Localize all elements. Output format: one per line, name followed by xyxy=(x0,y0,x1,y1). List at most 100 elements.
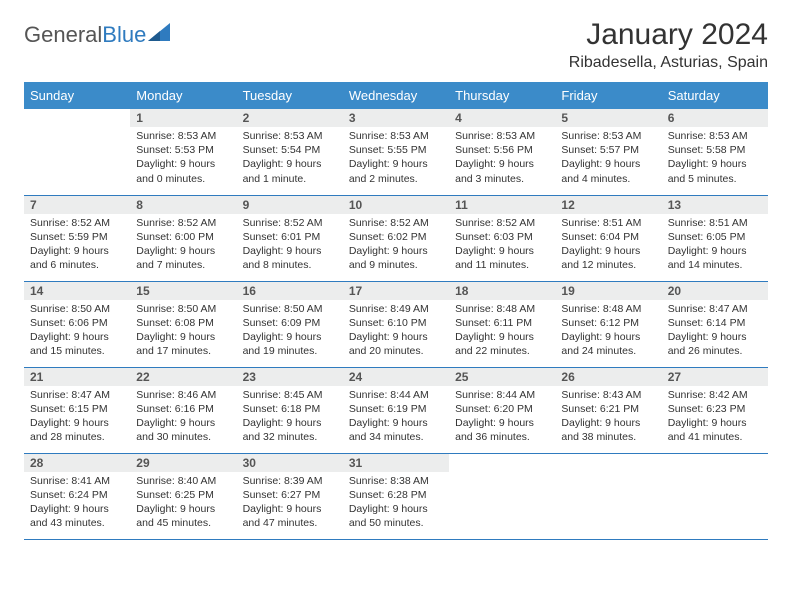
day-number: 7 xyxy=(24,196,130,214)
calendar-day-cell: 22Sunrise: 8:46 AMSunset: 6:16 PMDayligh… xyxy=(130,367,236,453)
day-number: 3 xyxy=(343,109,449,127)
day-number: 31 xyxy=(343,454,449,472)
day-number: 10 xyxy=(343,196,449,214)
day-number: 1 xyxy=(130,109,236,127)
calendar-day-cell: 14Sunrise: 8:50 AMSunset: 6:06 PMDayligh… xyxy=(24,281,130,367)
calendar-day-cell: 18Sunrise: 8:48 AMSunset: 6:11 PMDayligh… xyxy=(449,281,555,367)
weekday-header: Friday xyxy=(555,82,661,109)
weekday-header: Thursday xyxy=(449,82,555,109)
calendar-day-cell: .. xyxy=(555,453,661,539)
logo-text-gray: General xyxy=(24,22,102,48)
calendar-day-cell: 11Sunrise: 8:52 AMSunset: 6:03 PMDayligh… xyxy=(449,195,555,281)
day-number: 23 xyxy=(237,368,343,386)
day-details: Sunrise: 8:52 AMSunset: 6:02 PMDaylight:… xyxy=(343,214,449,277)
calendar-week-row: ..1Sunrise: 8:53 AMSunset: 5:53 PMDaylig… xyxy=(24,109,768,195)
calendar-week-row: 14Sunrise: 8:50 AMSunset: 6:06 PMDayligh… xyxy=(24,281,768,367)
day-details: Sunrise: 8:53 AMSunset: 5:55 PMDaylight:… xyxy=(343,127,449,190)
day-number: 16 xyxy=(237,282,343,300)
calendar-day-cell: 7Sunrise: 8:52 AMSunset: 5:59 PMDaylight… xyxy=(24,195,130,281)
weekday-header: Tuesday xyxy=(237,82,343,109)
day-number: 25 xyxy=(449,368,555,386)
day-details: Sunrise: 8:39 AMSunset: 6:27 PMDaylight:… xyxy=(237,472,343,535)
calendar-day-cell: 24Sunrise: 8:44 AMSunset: 6:19 PMDayligh… xyxy=(343,367,449,453)
day-details: Sunrise: 8:47 AMSunset: 6:15 PMDaylight:… xyxy=(24,386,130,449)
day-details: Sunrise: 8:52 AMSunset: 6:01 PMDaylight:… xyxy=(237,214,343,277)
day-number: 28 xyxy=(24,454,130,472)
weekday-header: Saturday xyxy=(662,82,768,109)
day-number: 8 xyxy=(130,196,236,214)
day-number: 19 xyxy=(555,282,661,300)
location: Ribadesella, Asturias, Spain xyxy=(569,54,768,72)
calendar-day-cell: 29Sunrise: 8:40 AMSunset: 6:25 PMDayligh… xyxy=(130,453,236,539)
logo: GeneralBlue xyxy=(24,22,170,48)
calendar-day-cell: 16Sunrise: 8:50 AMSunset: 6:09 PMDayligh… xyxy=(237,281,343,367)
header: GeneralBlue January 2024 Ribadesella, As… xyxy=(24,18,768,72)
day-details: Sunrise: 8:53 AMSunset: 5:54 PMDaylight:… xyxy=(237,127,343,190)
day-number: 15 xyxy=(130,282,236,300)
day-number: 14 xyxy=(24,282,130,300)
calendar-day-cell: 6Sunrise: 8:53 AMSunset: 5:58 PMDaylight… xyxy=(662,109,768,195)
calendar-day-cell: 23Sunrise: 8:45 AMSunset: 6:18 PMDayligh… xyxy=(237,367,343,453)
weekday-header-row: Sunday Monday Tuesday Wednesday Thursday… xyxy=(24,82,768,109)
calendar-day-cell: 13Sunrise: 8:51 AMSunset: 6:05 PMDayligh… xyxy=(662,195,768,281)
weekday-header: Monday xyxy=(130,82,236,109)
page-title: January 2024 xyxy=(569,18,768,52)
day-details: Sunrise: 8:43 AMSunset: 6:21 PMDaylight:… xyxy=(555,386,661,449)
day-details: Sunrise: 8:41 AMSunset: 6:24 PMDaylight:… xyxy=(24,472,130,535)
calendar-day-cell: 28Sunrise: 8:41 AMSunset: 6:24 PMDayligh… xyxy=(24,453,130,539)
day-details: Sunrise: 8:53 AMSunset: 5:57 PMDaylight:… xyxy=(555,127,661,190)
logo-text-blue: Blue xyxy=(102,22,146,48)
calendar-body: .. 1Sunrise: 8:53 AMSunset: 5:53 PMDaylig… xyxy=(24,109,768,539)
day-details: Sunrise: 8:48 AMSunset: 6:11 PMDaylight:… xyxy=(449,300,555,363)
day-details: Sunrise: 8:48 AMSunset: 6:12 PMDaylight:… xyxy=(555,300,661,363)
calendar-day-cell: 30Sunrise: 8:39 AMSunset: 6:27 PMDayligh… xyxy=(237,453,343,539)
calendar-day-cell: 31Sunrise: 8:38 AMSunset: 6:28 PMDayligh… xyxy=(343,453,449,539)
calendar-day-cell: 8Sunrise: 8:52 AMSunset: 6:00 PMDaylight… xyxy=(130,195,236,281)
calendar-day-cell: 12Sunrise: 8:51 AMSunset: 6:04 PMDayligh… xyxy=(555,195,661,281)
calendar-day-cell: 2Sunrise: 8:53 AMSunset: 5:54 PMDaylight… xyxy=(237,109,343,195)
day-number: 4 xyxy=(449,109,555,127)
day-details: Sunrise: 8:52 AMSunset: 6:00 PMDaylight:… xyxy=(130,214,236,277)
day-details: Sunrise: 8:44 AMSunset: 6:19 PMDaylight:… xyxy=(343,386,449,449)
day-number: 29 xyxy=(130,454,236,472)
day-number: 17 xyxy=(343,282,449,300)
day-number: 22 xyxy=(130,368,236,386)
calendar-day-cell: 20Sunrise: 8:47 AMSunset: 6:14 PMDayligh… xyxy=(662,281,768,367)
day-number: 24 xyxy=(343,368,449,386)
calendar-day-cell: 4Sunrise: 8:53 AMSunset: 5:56 PMDaylight… xyxy=(449,109,555,195)
calendar-day-cell: 10Sunrise: 8:52 AMSunset: 6:02 PMDayligh… xyxy=(343,195,449,281)
day-details: Sunrise: 8:52 AMSunset: 6:03 PMDaylight:… xyxy=(449,214,555,277)
day-number: 9 xyxy=(237,196,343,214)
day-details: Sunrise: 8:53 AMSunset: 5:53 PMDaylight:… xyxy=(130,127,236,190)
day-details: Sunrise: 8:53 AMSunset: 5:56 PMDaylight:… xyxy=(449,127,555,190)
calendar-day-cell: 27Sunrise: 8:42 AMSunset: 6:23 PMDayligh… xyxy=(662,367,768,453)
calendar-week-row: 7Sunrise: 8:52 AMSunset: 5:59 PMDaylight… xyxy=(24,195,768,281)
calendar-day-cell: 3Sunrise: 8:53 AMSunset: 5:55 PMDaylight… xyxy=(343,109,449,195)
day-number: 11 xyxy=(449,196,555,214)
day-details: Sunrise: 8:47 AMSunset: 6:14 PMDaylight:… xyxy=(662,300,768,363)
calendar-table: Sunday Monday Tuesday Wednesday Thursday… xyxy=(24,82,768,540)
day-number: 6 xyxy=(662,109,768,127)
day-number: 18 xyxy=(449,282,555,300)
calendar-day-cell: 21Sunrise: 8:47 AMSunset: 6:15 PMDayligh… xyxy=(24,367,130,453)
day-details: Sunrise: 8:50 AMSunset: 6:09 PMDaylight:… xyxy=(237,300,343,363)
day-details: Sunrise: 8:40 AMSunset: 6:25 PMDaylight:… xyxy=(130,472,236,535)
day-details: Sunrise: 8:46 AMSunset: 6:16 PMDaylight:… xyxy=(130,386,236,449)
calendar-day-cell: 5Sunrise: 8:53 AMSunset: 5:57 PMDaylight… xyxy=(555,109,661,195)
calendar-day-cell: .. xyxy=(662,453,768,539)
day-details: Sunrise: 8:38 AMSunset: 6:28 PMDaylight:… xyxy=(343,472,449,535)
day-details: Sunrise: 8:51 AMSunset: 6:05 PMDaylight:… xyxy=(662,214,768,277)
day-number: 12 xyxy=(555,196,661,214)
calendar-day-cell: 26Sunrise: 8:43 AMSunset: 6:21 PMDayligh… xyxy=(555,367,661,453)
title-block: January 2024 Ribadesella, Asturias, Spai… xyxy=(569,18,768,72)
calendar-day-cell: 17Sunrise: 8:49 AMSunset: 6:10 PMDayligh… xyxy=(343,281,449,367)
calendar-day-cell: 25Sunrise: 8:44 AMSunset: 6:20 PMDayligh… xyxy=(449,367,555,453)
calendar-week-row: 21Sunrise: 8:47 AMSunset: 6:15 PMDayligh… xyxy=(24,367,768,453)
day-details: Sunrise: 8:51 AMSunset: 6:04 PMDaylight:… xyxy=(555,214,661,277)
calendar-day-cell: 9Sunrise: 8:52 AMSunset: 6:01 PMDaylight… xyxy=(237,195,343,281)
day-details: Sunrise: 8:53 AMSunset: 5:58 PMDaylight:… xyxy=(662,127,768,190)
day-details: Sunrise: 8:49 AMSunset: 6:10 PMDaylight:… xyxy=(343,300,449,363)
calendar-day-cell: 15Sunrise: 8:50 AMSunset: 6:08 PMDayligh… xyxy=(130,281,236,367)
day-details: Sunrise: 8:44 AMSunset: 6:20 PMDaylight:… xyxy=(449,386,555,449)
day-number: 21 xyxy=(24,368,130,386)
